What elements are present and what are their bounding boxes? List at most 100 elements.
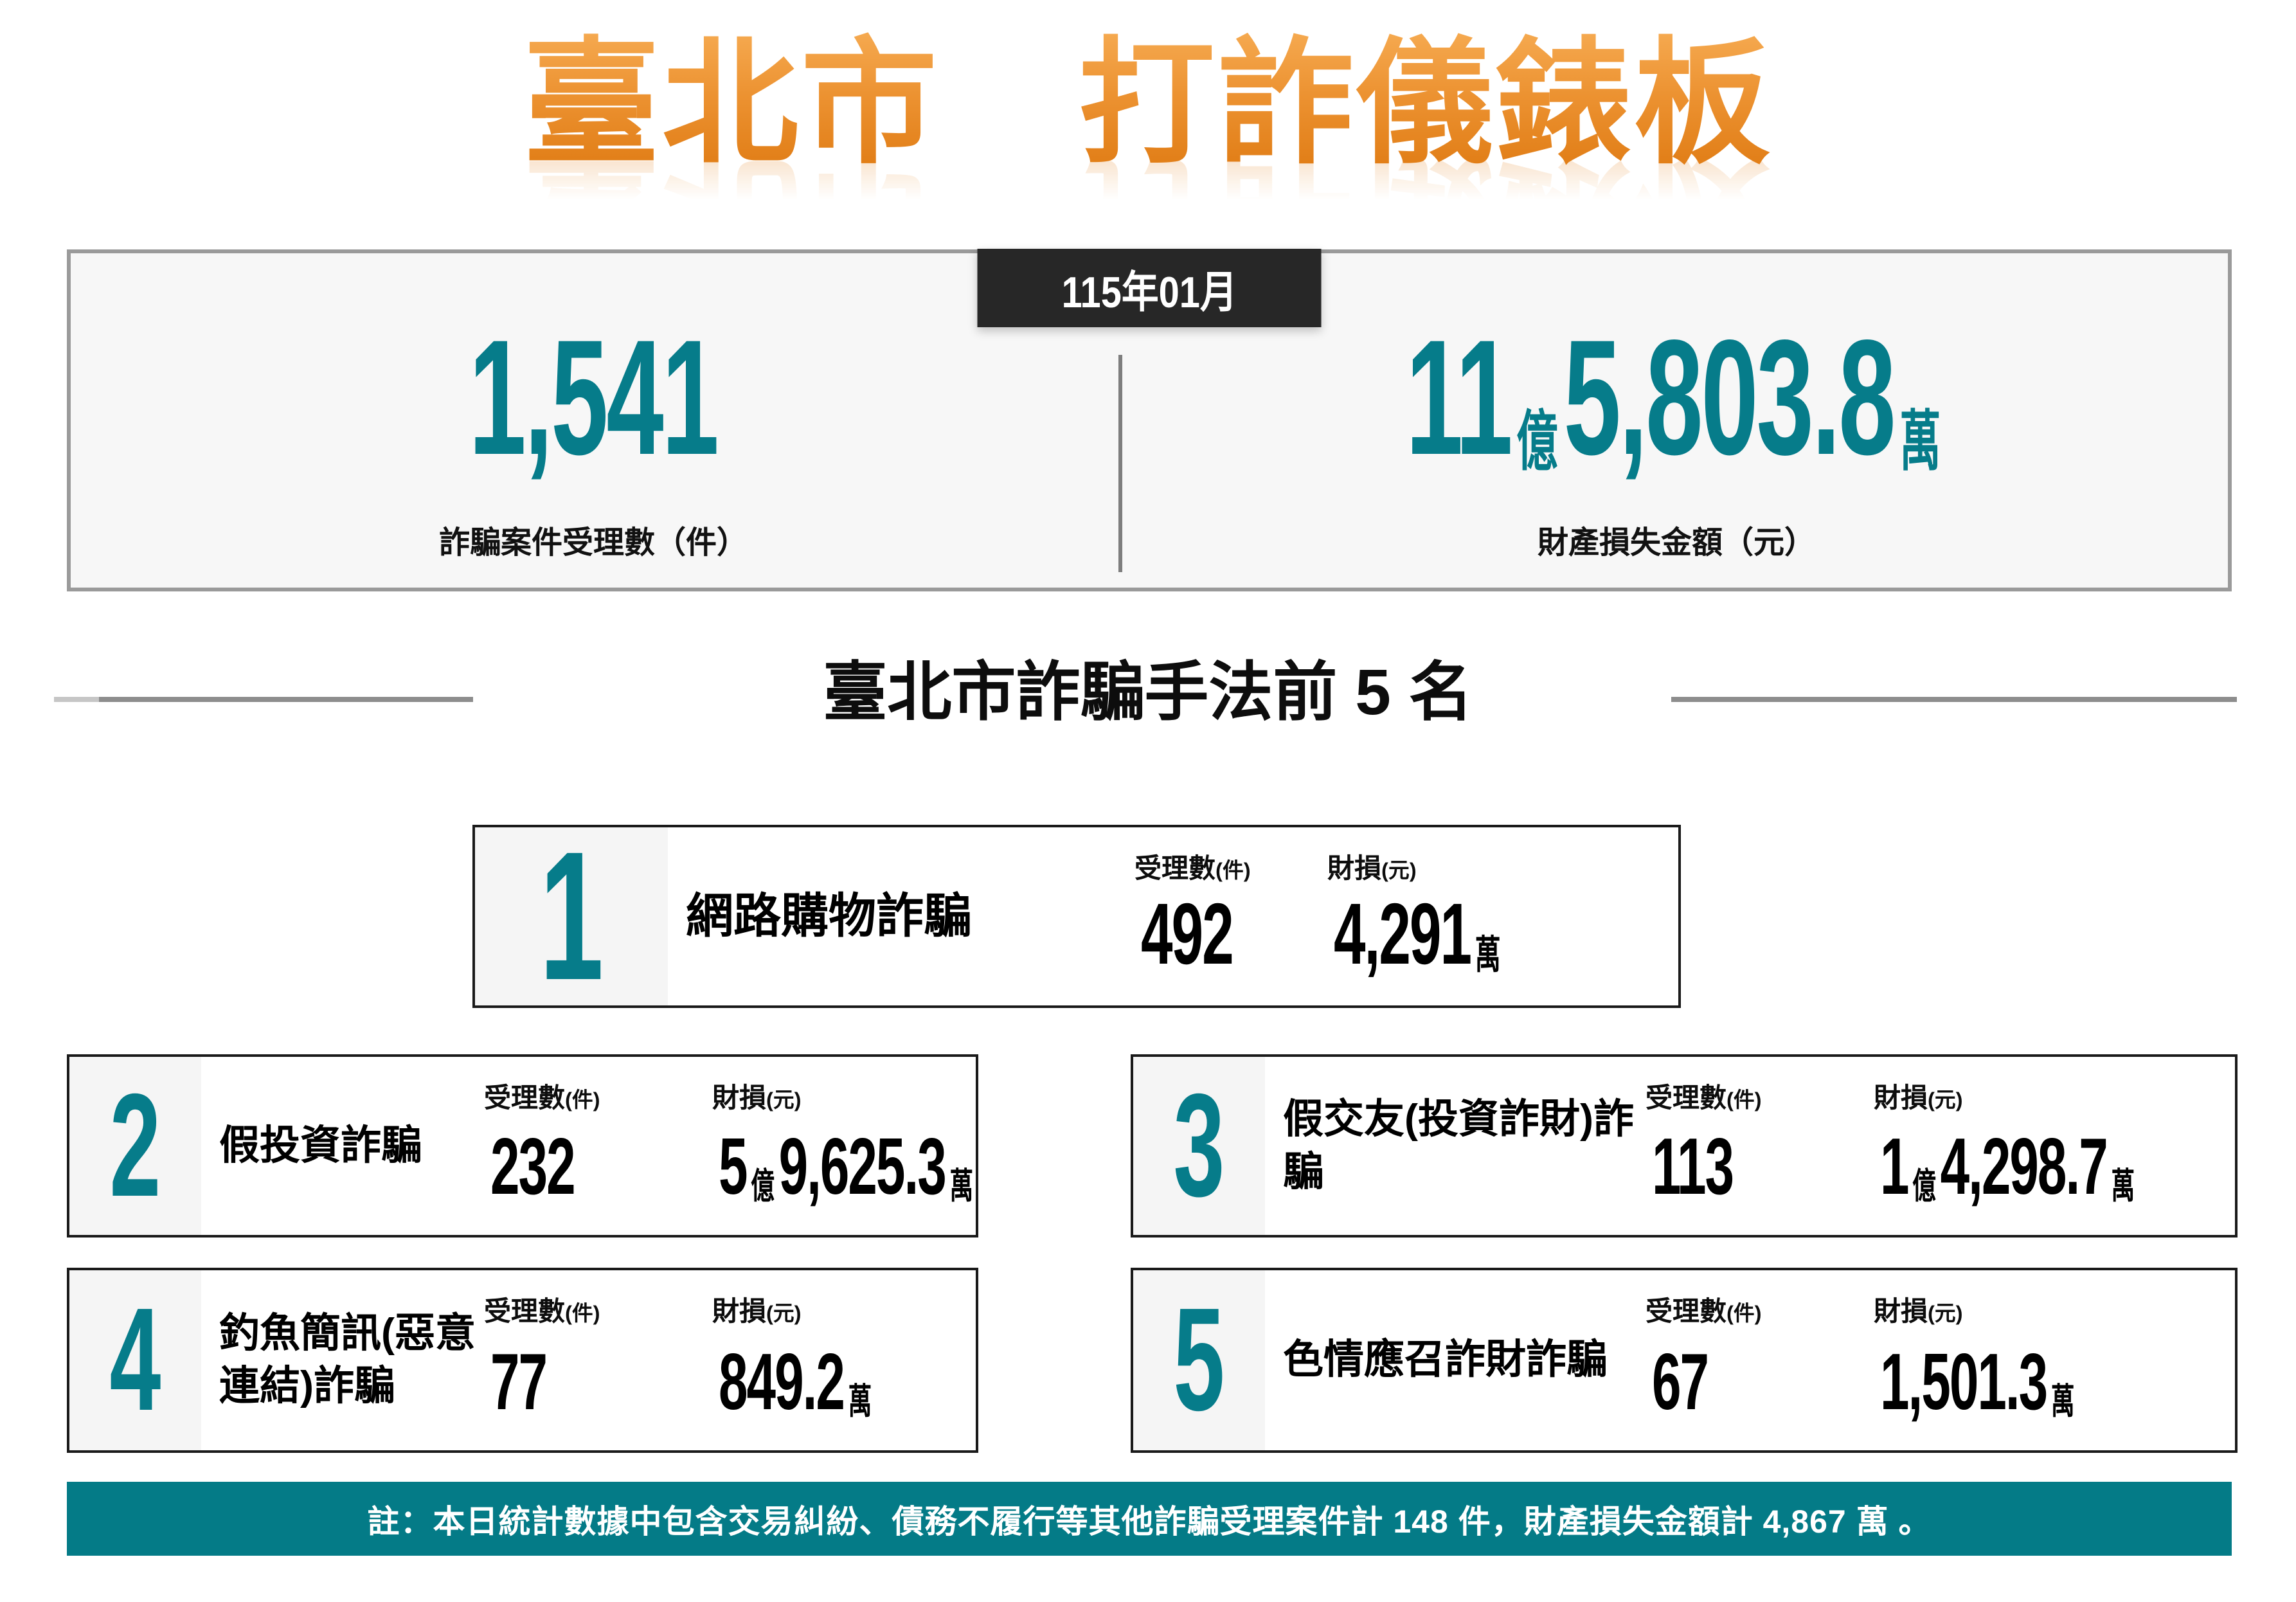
loss-column: 財損(元) 4,291 萬 (1327, 827, 1678, 1005)
loss-value: 849.2 萬 (719, 1338, 872, 1426)
count-header: 受理數(件) (1646, 1270, 1874, 1329)
loss-header-label: 財損 (1874, 1083, 1928, 1113)
fraud-type-name: 網路購物詐騙 (668, 827, 1135, 1005)
count-value: 232 (490, 1122, 576, 1211)
fraud-type-name-text: 網路購物詐騙 (686, 889, 971, 943)
stat-loss-label: 財產損失金額（元） (1537, 526, 1815, 560)
count-header-unit: (件) (1726, 1301, 1762, 1325)
count-column: 受理數(件) 492 (1135, 827, 1327, 1005)
rank-card-5: 5 色情應召詐財詐騙 受理數(件) 67 財損(元) 1,501.3 萬 (1131, 1268, 2238, 1453)
rank-number: 4 (109, 1278, 161, 1442)
ranking-section-head: 臺北市詐騙手法前 5 名 (0, 657, 2296, 728)
loss-header: 財損(元) (1874, 1270, 2229, 1329)
rank-card-2: 2 假投資詐騙 受理數(件) 232 財損(元) 5 億 9,625.3 萬 (67, 1054, 978, 1238)
loss-value-wrap: 1 億 4,298.7 萬 (1874, 1127, 2229, 1207)
stat-cases: 1,541 詐騙案件受理數（件） (71, 253, 1116, 588)
period-badge: 115年01月 (977, 249, 1322, 327)
rank-number: 3 (1173, 1063, 1225, 1227)
count-header: 受理數(件) (1135, 827, 1327, 886)
loss-header-label: 財損 (712, 1083, 767, 1113)
footer-note-text: 註：本日統計數據中包含交易糾紛、債務不履行等其他詐騙受理案件計 148 件，財產… (367, 1503, 1932, 1540)
loss-header: 財損(元) (712, 1057, 969, 1115)
rank-card-1: 1 網路購物詐騙 受理數(件) 492 財損(元) 4,291 萬 (472, 825, 1681, 1008)
count-header-label: 受理數 (1646, 1296, 1727, 1326)
loss-header-unit: (元) (766, 1088, 802, 1112)
count-header: 受理數(件) (484, 1057, 712, 1115)
count-column: 受理數(件) 77 (484, 1270, 712, 1450)
loss-header-unit: (元) (1381, 858, 1417, 882)
stat-loss-value: 11 億 5,803.8 萬 (1406, 306, 1941, 489)
loss-value-wrap: 4,291 萬 (1327, 890, 1672, 977)
loss-value-wrap: 849.2 萬 (712, 1342, 969, 1422)
fraud-type-name: 假投資詐騙 (201, 1057, 484, 1235)
rank-number: 2 (109, 1063, 161, 1227)
divider-line-left (54, 697, 473, 702)
count-column: 受理數(件) 232 (484, 1057, 712, 1235)
loss-value: 5 億 9,625.3 萬 (719, 1122, 974, 1211)
fraud-type-name-text: 釣魚簡訊(惡意連結)詐騙 (219, 1311, 476, 1408)
count-value: 77 (490, 1338, 548, 1426)
count-header-label: 受理數 (1135, 853, 1216, 883)
rank-number-cell: 5 (1133, 1270, 1265, 1450)
ranking-section-title: 臺北市詐騙手法前 5 名 (823, 656, 1473, 728)
count-value-wrap: 77 (484, 1342, 712, 1422)
rank-number-cell: 2 (69, 1057, 201, 1235)
summary-panel: 115年01月 1,541 詐騙案件受理數（件） 11 億 5,803.8 萬 財產損… (67, 249, 2232, 591)
loss-header-label: 財損 (1327, 853, 1382, 883)
page-title-text: 臺北市 打詐儀錶板 (523, 27, 1773, 179)
loss-column: 財損(元) 849.2 萬 (712, 1270, 976, 1450)
loss-column: 財損(元) 1 億 4,298.7 萬 (1874, 1057, 2235, 1235)
count-header-label: 受理數 (1646, 1083, 1727, 1113)
count-header: 受理數(件) (1646, 1057, 1874, 1115)
loss-header: 財損(元) (1874, 1057, 2229, 1115)
rank-card-3: 3 假交友(投資詐財)詐騙 受理數(件) 113 財損(元) 1 億 4,298.7… (1131, 1054, 2238, 1238)
rank-number: 1 (539, 814, 604, 1019)
fraud-type-name-text: 假投資詐騙 (219, 1122, 422, 1168)
summary-divider (1118, 355, 1122, 572)
stat-cases-label: 詐騙案件受理數（件） (438, 526, 748, 560)
fraud-type-name: 色情應召詐財詐騙 (1265, 1270, 1646, 1450)
divider-line-right (1671, 697, 2237, 702)
count-header: 受理數(件) (484, 1270, 712, 1329)
count-value: 113 (1652, 1122, 1734, 1211)
count-value-wrap: 232 (484, 1127, 712, 1207)
loss-value-wrap: 5 億 9,625.3 萬 (712, 1127, 973, 1207)
loss-header: 財損(元) (712, 1270, 969, 1329)
fraud-type-name-text: 色情應召詐財詐騙 (1283, 1337, 1607, 1383)
loss-value: 4,291 萬 (1334, 885, 1501, 982)
count-header-unit: (件) (1215, 858, 1251, 882)
count-column: 受理數(件) 113 (1646, 1057, 1874, 1235)
count-value: 492 (1141, 885, 1234, 982)
stat-loss: 11 億 5,803.8 萬 財產損失金額（元） (1125, 253, 2228, 588)
page-title: 臺北市 打詐儀錶板 (0, 27, 2296, 179)
footer-note-bar: 註：本日統計數據中包含交易糾紛、債務不履行等其他詐騙受理案件計 148 件，財產… (67, 1482, 2232, 1556)
rank-number-cell: 3 (1133, 1057, 1265, 1235)
loss-header-unit: (元) (766, 1301, 802, 1325)
count-value-wrap: 113 (1646, 1127, 1874, 1207)
loss-value-wrap: 1,501.3 萬 (1874, 1342, 2229, 1422)
count-header-unit: (件) (1726, 1088, 1762, 1112)
loss-header: 財損(元) (1327, 827, 1672, 886)
loss-value: 1 億 4,298.7 萬 (1880, 1122, 2135, 1211)
count-header-unit: (件) (565, 1088, 600, 1112)
rank-number-cell: 1 (475, 814, 668, 1019)
count-header-label: 受理數 (484, 1083, 566, 1113)
period-label: 115年01月 (1061, 267, 1237, 317)
fraud-type-name: 假交友(投資詐財)詐騙 (1265, 1057, 1646, 1235)
count-value: 67 (1652, 1338, 1709, 1426)
count-column: 受理數(件) 67 (1646, 1270, 1874, 1450)
stat-cases-value: 1,541 (469, 306, 719, 489)
rank-number-cell: 4 (69, 1270, 201, 1450)
loss-value: 1,501.3 萬 (1880, 1338, 2075, 1426)
loss-column: 財損(元) 5 億 9,625.3 萬 (712, 1057, 976, 1235)
loss-header-label: 財損 (712, 1296, 767, 1326)
count-header-unit: (件) (565, 1301, 600, 1325)
loss-column: 財損(元) 1,501.3 萬 (1874, 1270, 2235, 1450)
fraud-type-name: 釣魚簡訊(惡意連結)詐騙 (201, 1270, 484, 1450)
loss-header-label: 財損 (1874, 1296, 1928, 1326)
rank-card-4: 4 釣魚簡訊(惡意連結)詐騙 受理數(件) 77 財損(元) 849.2 萬 (67, 1268, 978, 1453)
count-header-label: 受理數 (484, 1296, 566, 1326)
count-value-wrap: 67 (1646, 1342, 1874, 1422)
loss-header-unit: (元) (1928, 1088, 1963, 1112)
